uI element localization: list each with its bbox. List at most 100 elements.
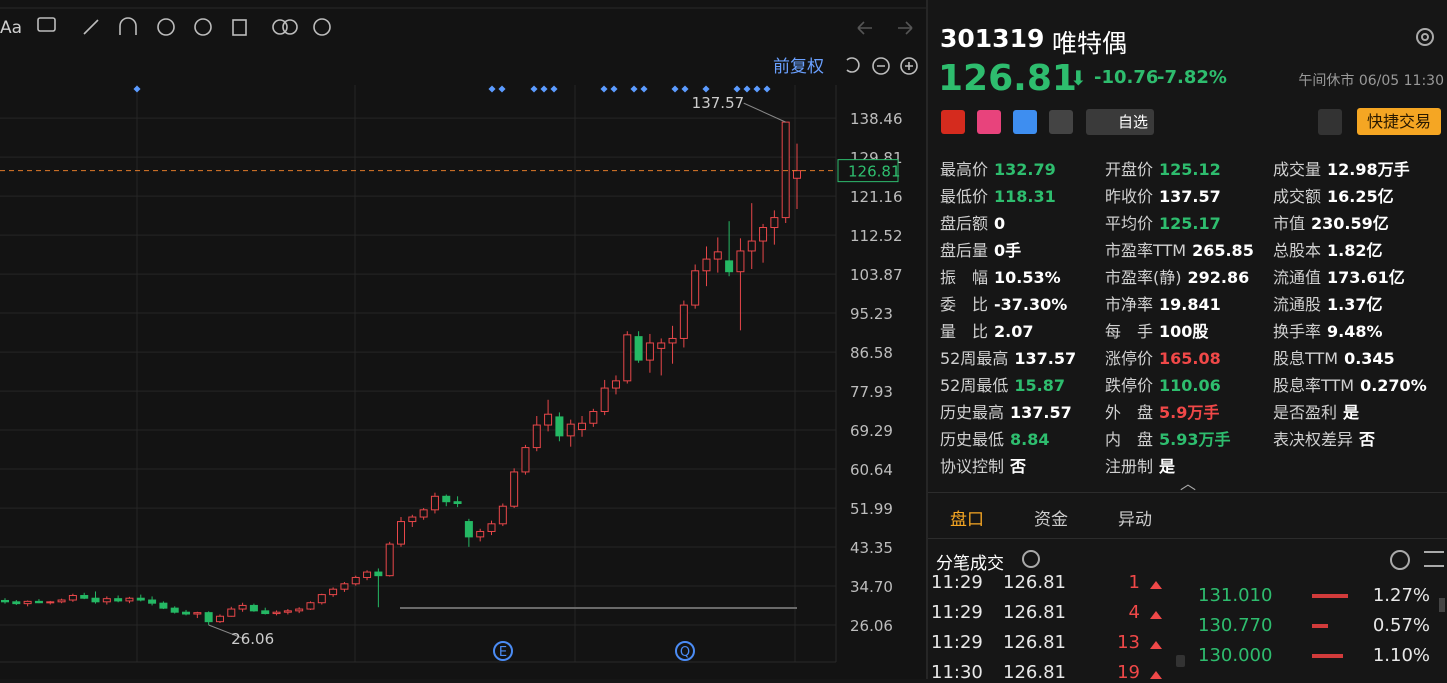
stat-value: 165.08 — [1159, 349, 1221, 368]
stat-label: 市盈率(静) — [1105, 268, 1182, 287]
redo[interactable] — [898, 21, 913, 35]
info-icon[interactable] — [1022, 550, 1040, 568]
book-mark — [1176, 655, 1185, 667]
stat-item: 平均价 125.17 — [1105, 210, 1221, 234]
stat-value: 265.85 — [1192, 241, 1254, 260]
candle-body — [430, 495, 439, 511]
tab[interactable]: 资金 — [1034, 510, 1068, 530]
order-bar — [1312, 624, 1328, 628]
candle-body — [204, 612, 213, 623]
more-icon[interactable] — [1390, 550, 1410, 570]
last-price-label: 126.81 — [848, 163, 901, 181]
collapse-caret[interactable]: ︿ — [1180, 474, 1197, 493]
candle-body — [215, 615, 224, 623]
annotation-label: 137.57 — [692, 94, 745, 112]
y-tick-label: 69.29 — [850, 422, 893, 440]
event-letter: E — [499, 645, 507, 660]
alert-button[interactable] — [1318, 109, 1342, 135]
order-bar — [1312, 654, 1343, 658]
event-marker — [530, 85, 538, 93]
stat-value: 5.9万手 — [1159, 403, 1220, 422]
stat-label: 协议控制 — [940, 457, 1005, 476]
stat-item: 52周最高 137.57 — [940, 345, 1076, 369]
stat-label: 盘后量 — [940, 241, 989, 260]
stat-item: 流通股 1.37亿 — [1273, 291, 1383, 315]
candle-body — [532, 424, 541, 449]
stat-value: 0.270% — [1360, 376, 1427, 395]
stat-item: 历史最低 8.84 — [940, 426, 1050, 450]
hide-tool[interactable] — [194, 18, 212, 36]
candle-body — [193, 612, 202, 615]
candle-body — [645, 342, 654, 361]
annotation-label: 26.06 — [231, 630, 274, 648]
event-marker — [498, 85, 506, 93]
adjust-mode[interactable]: 前复权 — [773, 57, 824, 77]
candle-body — [182, 611, 191, 615]
stock-code: 301319 — [940, 24, 1045, 53]
font-button[interactable]: Aa — [0, 18, 22, 38]
y-tick-label: 26.06 — [850, 617, 893, 635]
stat-label: 历史最低 — [940, 430, 1005, 449]
candle-body — [23, 600, 32, 605]
candle-body — [351, 576, 360, 585]
zoom-in[interactable] — [900, 57, 918, 75]
stat-value: 否 — [1010, 457, 1027, 476]
stat-value: 118.31 — [994, 187, 1056, 206]
stat-label: 注册制 — [1105, 457, 1154, 476]
stat-label: 平均价 — [1105, 214, 1154, 233]
candle-body — [385, 543, 394, 577]
eye-tool[interactable] — [157, 18, 175, 36]
trade-time: 11:29 — [931, 602, 983, 623]
stat-item: 股息率TTM 0.270% — [1273, 372, 1427, 396]
candle-body — [702, 258, 711, 272]
stat-value: 是 — [1159, 457, 1176, 476]
reset[interactable] — [846, 57, 860, 73]
stat-label: 最低价 — [940, 187, 989, 206]
event-letter: Q — [680, 645, 690, 660]
stat-item: 跌停价 110.06 — [1105, 372, 1221, 396]
note-icon[interactable] — [1049, 110, 1073, 134]
candle-body — [159, 602, 168, 609]
tab[interactable]: 异动 — [1118, 510, 1152, 530]
settings-tool[interactable] — [313, 18, 331, 36]
settings-icon[interactable] — [1414, 26, 1436, 48]
stat-value: 100股 — [1159, 322, 1209, 341]
event-icon — [675, 641, 695, 661]
margin-icon[interactable] — [977, 110, 1001, 134]
stat-value: 125.17 — [1159, 214, 1221, 233]
stat-value: 230.59亿 — [1311, 214, 1389, 233]
tag-icon[interactable] — [1013, 110, 1037, 134]
stock-name: 唯特偶 — [1052, 29, 1128, 58]
candle-body — [283, 610, 292, 613]
undo[interactable] — [857, 21, 872, 35]
order-bar — [1312, 594, 1348, 598]
delete-tool[interactable] — [232, 19, 247, 36]
stat-item: 股息TTM 0.345 — [1273, 345, 1395, 369]
arc-tool[interactable] — [119, 17, 137, 35]
candle-body — [566, 423, 575, 437]
stat-value: 10.53% — [994, 268, 1061, 287]
stat-value: 2.07 — [994, 322, 1034, 341]
line-tool[interactable] — [83, 19, 99, 35]
zoom-out[interactable] — [872, 57, 890, 75]
candle-body — [114, 598, 123, 602]
event-icon — [493, 641, 513, 661]
comment-tool[interactable] — [37, 17, 56, 32]
tab[interactable]: 盘口 — [950, 510, 984, 530]
candle-body — [363, 571, 372, 578]
candle-body — [261, 610, 270, 615]
market-status: 午间休市 06/05 11:30 — [1298, 73, 1444, 89]
candle-body — [80, 595, 89, 599]
candle-body — [600, 387, 609, 413]
stat-item: 昨收价 137.57 — [1105, 183, 1221, 207]
stat-item: 成交额 16.25亿 — [1273, 183, 1394, 207]
event-marker — [600, 85, 608, 93]
quick-trade-button[interactable]: 快捷交易 — [1357, 108, 1441, 135]
candle-body — [125, 597, 134, 602]
candle-body — [713, 251, 722, 260]
candle-body — [555, 416, 564, 437]
watchlist-button[interactable]: 自选 — [1086, 109, 1154, 135]
stat-item: 历史最高 137.57 — [940, 399, 1072, 423]
link-tool[interactable] — [272, 19, 288, 35]
list-icon[interactable] — [1424, 551, 1444, 567]
